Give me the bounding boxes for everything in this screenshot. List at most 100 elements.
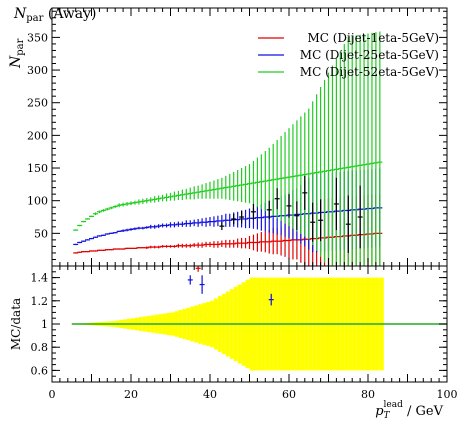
data-point	[144, 246, 150, 250]
data-point	[302, 175, 308, 210]
data-point	[239, 210, 245, 224]
data-point	[100, 209, 106, 212]
data-point	[104, 207, 110, 211]
y-tick-label: 250	[27, 97, 48, 110]
data-point	[187, 243, 193, 248]
data-point	[239, 168, 245, 202]
data-point	[377, 31, 383, 266]
data-point	[250, 203, 256, 220]
data-point	[92, 250, 98, 252]
data-point	[243, 166, 249, 203]
ratio-plot-area	[71, 266, 447, 371]
data-point	[223, 175, 229, 200]
data-point	[140, 226, 146, 230]
data-point	[203, 183, 209, 199]
data-point	[235, 211, 241, 228]
data-point	[270, 143, 276, 216]
main-x-ticks	[51, 8, 448, 266]
data-point	[128, 228, 134, 231]
main-panel: 50 100 150 200 250 300 350	[27, 7, 448, 267]
data-point	[148, 197, 154, 203]
data-point	[266, 230, 272, 254]
data-point	[211, 180, 217, 199]
data-point	[108, 232, 114, 234]
data-point	[136, 199, 142, 205]
data-point	[215, 241, 221, 248]
main-y-ticks: 50 100 150 200 250 300 350	[27, 10, 447, 260]
data-point	[227, 213, 233, 227]
ratio-y-tick-label: 1	[41, 318, 48, 331]
data-point	[108, 249, 114, 251]
x-tick-label: 60	[282, 388, 296, 401]
data-point	[73, 243, 79, 246]
data-point	[89, 237, 94, 240]
data-point	[333, 58, 339, 266]
data-point	[357, 34, 363, 266]
legend-entry: MC (Dijet-25eta-5GeV)	[258, 48, 439, 62]
y-tick-label: 350	[27, 31, 48, 44]
data-point	[116, 230, 122, 233]
data-point	[278, 136, 284, 221]
ratio-x-ticks: 0 20 40 60 80 100	[49, 266, 458, 401]
ratio-y-tick-label: 1.2	[31, 295, 49, 308]
data-point	[124, 228, 130, 232]
data-point	[179, 189, 185, 201]
series-4	[219, 175, 363, 253]
data-point	[365, 33, 371, 266]
x-tick-label: 20	[124, 388, 138, 401]
data-point	[85, 239, 91, 241]
data-point	[164, 193, 170, 202]
data-point	[258, 154, 264, 210]
data-point	[345, 36, 351, 266]
y-tick-label: 100	[27, 195, 48, 208]
x-tick-label: 80	[361, 388, 375, 401]
data-point	[306, 108, 312, 240]
data-point	[341, 43, 347, 266]
data-point	[199, 184, 205, 199]
data-point	[250, 160, 256, 206]
data-point	[329, 65, 335, 266]
data-point	[171, 191, 177, 201]
data-point	[266, 200, 272, 219]
data-point	[211, 216, 217, 227]
data-point	[85, 218, 91, 220]
data-point	[326, 72, 331, 266]
legend: MC (Dijet-1eta-5GeV) MC (Dijet-25eta-5GeV…	[258, 31, 439, 79]
data-point	[207, 181, 213, 199]
data-point	[361, 34, 367, 266]
data-point	[140, 198, 146, 204]
data-point	[219, 177, 225, 199]
data-point	[81, 220, 87, 223]
data-point	[294, 201, 300, 231]
data-point	[132, 227, 138, 231]
data-point	[191, 186, 197, 200]
data-point	[183, 188, 189, 200]
data-point	[171, 222, 177, 228]
data-point	[373, 32, 379, 266]
data-point	[199, 242, 205, 248]
data-point	[282, 132, 288, 224]
data-point	[318, 199, 324, 242]
data-point	[104, 233, 110, 235]
data-point	[144, 198, 150, 204]
data-point	[235, 169, 241, 202]
data-point	[187, 220, 193, 227]
data-point	[156, 195, 162, 202]
data-point	[243, 209, 249, 229]
data-point	[231, 213, 237, 225]
data-point	[77, 241, 83, 244]
data-point	[247, 164, 252, 204]
data-point	[132, 247, 138, 250]
x-tick-label: 0	[49, 388, 56, 401]
data-point	[254, 157, 260, 208]
data-point	[128, 201, 134, 206]
data-point	[160, 194, 166, 202]
data-point	[175, 190, 181, 201]
y-tick-label: 150	[27, 162, 48, 175]
data-point	[231, 239, 237, 248]
data-point	[168, 192, 173, 201]
data-point	[274, 188, 280, 210]
x-tick-label: 100	[437, 388, 458, 401]
legend-label: MC (Dijet-52eta-5GeV)	[300, 65, 439, 79]
legend-entry: MC (Dijet-1eta-5GeV)	[258, 31, 439, 45]
